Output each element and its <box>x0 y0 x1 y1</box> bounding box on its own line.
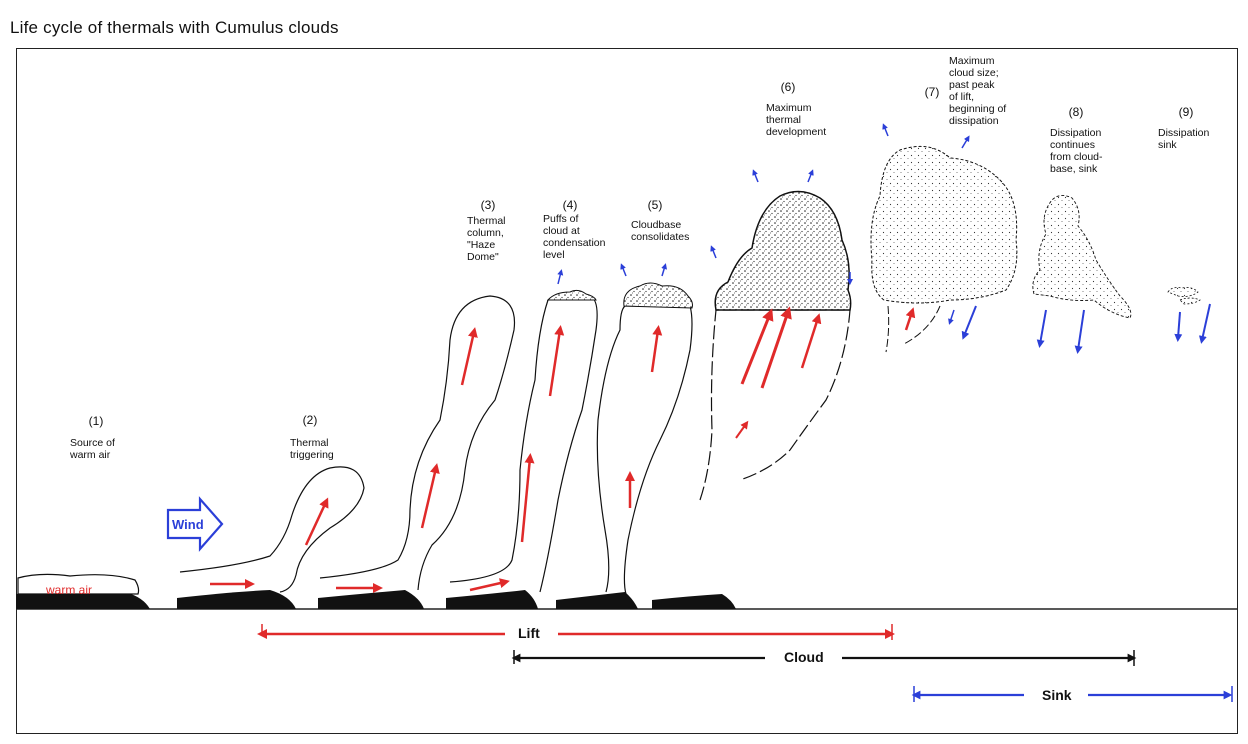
arrow-7down-a <box>948 309 955 325</box>
warm-air-bubble <box>17 573 140 595</box>
stage-9-label-line: sink <box>1158 139 1177 151</box>
arrow-6up-b <box>807 169 814 183</box>
diagram-frame <box>16 48 1238 734</box>
cloud-6 <box>714 190 852 311</box>
stage-7-label-line: past peak <box>949 79 995 91</box>
stage-8-label-line: continues <box>1050 139 1095 151</box>
stage-1-label-line: warm air <box>69 449 111 461</box>
stage-3-label-line: column, <box>467 227 504 239</box>
ground-source-2 <box>177 590 296 609</box>
stage-4-label-line: cloud at <box>543 225 580 237</box>
arrow-5b <box>650 325 663 373</box>
stage-8-label-line: base, sink <box>1050 163 1098 175</box>
cloud-9a <box>1167 287 1199 297</box>
arrow-6up-a <box>752 169 759 183</box>
stage-1-label-line: Source of <box>70 437 115 449</box>
thermal-6-outline <box>699 309 851 501</box>
stage-6-label-line: Maximum <box>766 102 812 114</box>
stage-4-number: (4) <box>563 198 578 212</box>
cloud-8 <box>1032 195 1132 319</box>
arrow-9down-b <box>1198 303 1211 344</box>
arrow-7up-red <box>904 307 916 331</box>
stage-8-label-line: Dissipation <box>1050 127 1102 139</box>
stage-4-label-line: Puffs of <box>543 213 578 225</box>
stage-5-number: (5) <box>648 198 663 212</box>
thermal-2-outline <box>179 466 365 593</box>
arrow-6b <box>760 306 792 389</box>
cloud-7 <box>870 145 1018 304</box>
wind-arrow: Wind <box>166 496 224 552</box>
stage-2-label-line: triggering <box>290 449 334 461</box>
stage-3-number: (3) <box>481 198 496 212</box>
cloud-9b <box>1179 297 1201 305</box>
stage-3-label-line: Dome" <box>467 251 499 263</box>
stage-5-label-line: consolidates <box>631 231 689 243</box>
thermal-7-remnant <box>885 305 941 353</box>
arrow-4up <box>557 269 564 285</box>
arrow-3b <box>420 463 440 529</box>
cloud-puff-4 <box>546 289 597 301</box>
stage-3-label-line: Thermal <box>467 215 506 227</box>
stage-6-label-line: thermal <box>766 114 801 126</box>
stage-9-number: (9) <box>1179 105 1194 119</box>
arrow-9down-a <box>1174 311 1183 342</box>
stage-6-label-line: development <box>766 126 826 138</box>
arrow-7down-b <box>961 305 977 340</box>
timeline: Lift Cloud Sink <box>257 624 1233 703</box>
ground-source-3 <box>318 590 424 609</box>
stage-8-label-line: from cloud- <box>1050 151 1103 163</box>
arrow-6d <box>735 420 749 439</box>
warm-air-label: warm air <box>45 583 92 597</box>
cloud-label: Cloud <box>784 649 824 665</box>
stage-4-label-line: condensation <box>543 237 606 249</box>
arrow-4a <box>469 578 510 592</box>
arrow-8down-a <box>1036 309 1047 348</box>
stage-5-label-line: Cloudbase <box>631 219 681 231</box>
ground-source-6 <box>652 594 736 609</box>
arrow-6c <box>800 313 822 369</box>
cloud-5 <box>623 282 693 309</box>
arrow-4c <box>548 325 565 397</box>
arrow-5up-a <box>620 263 627 277</box>
ground-source-4 <box>446 590 538 609</box>
stage-7-number: (7) <box>925 85 940 99</box>
stage-7-label-line: dissipation <box>949 115 999 127</box>
arrow-6a <box>740 308 774 385</box>
sink-label: Sink <box>1042 687 1072 703</box>
stage-1-number: (1) <box>89 414 104 428</box>
diagram-title: Life cycle of thermals with Cumulus clou… <box>10 18 339 37</box>
stage-4-label-line: level <box>543 249 565 261</box>
arrow-4b <box>520 453 535 543</box>
ground-source-5 <box>556 592 638 609</box>
wind-label: Wind <box>172 517 204 532</box>
stage-7-label-line: cloud size; <box>949 67 999 79</box>
stage-9-label-line: Dissipation <box>1158 127 1210 139</box>
arrow-8down-b <box>1074 309 1085 354</box>
arrow-7up-b <box>961 135 970 149</box>
stage-7-label-line: of lift, <box>949 91 974 103</box>
arrow-7up-a <box>882 123 889 137</box>
arrow-5up-c <box>710 245 717 259</box>
stage-2-label-line: Thermal <box>290 437 329 449</box>
arrow-5up-b <box>661 263 668 277</box>
thermal-5-outline <box>596 305 693 595</box>
stage-3-label-line: "Haze <box>467 239 495 251</box>
stage-8-number: (8) <box>1069 105 1084 119</box>
lift-label: Lift <box>518 625 540 641</box>
stage-6-number: (6) <box>781 80 796 94</box>
arrow-2b <box>304 497 329 546</box>
stage-2-number: (2) <box>303 413 318 427</box>
thermal-3-outline <box>319 295 516 591</box>
arrow-3c <box>460 327 478 386</box>
stage-7-label-line: Maximum <box>949 55 995 67</box>
stage-7-label-line: beginning of <box>949 103 1006 115</box>
